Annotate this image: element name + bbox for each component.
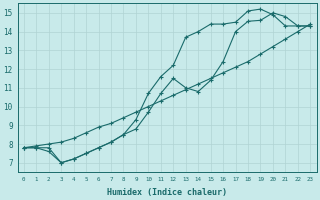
X-axis label: Humidex (Indice chaleur): Humidex (Indice chaleur) (107, 188, 227, 197)
